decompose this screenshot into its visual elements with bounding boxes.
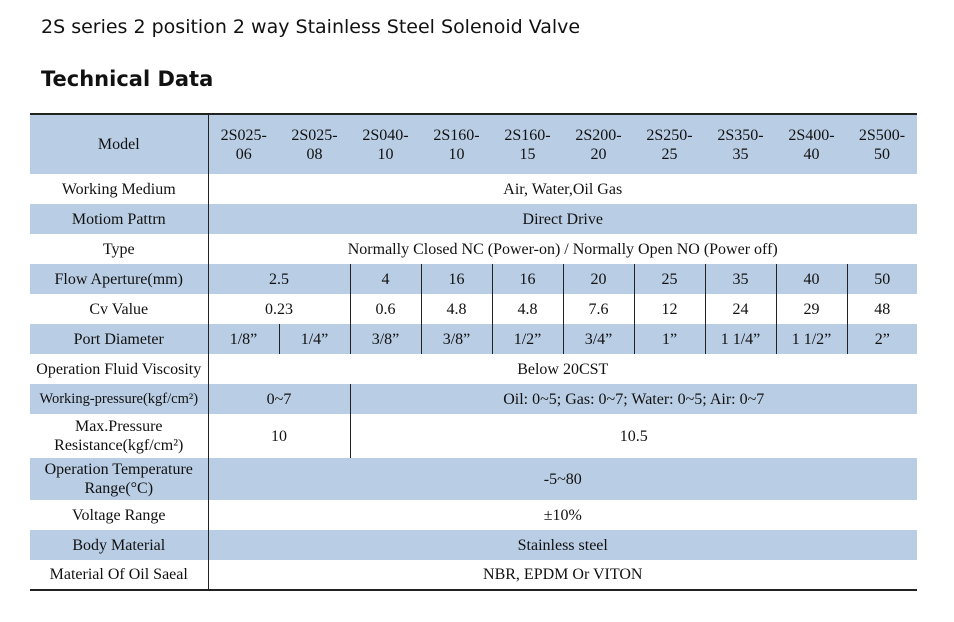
flow-aperture-value: 40: [775, 264, 847, 294]
model-row: Model 2S025- 06 2S025- 08 2S040- 10 2S160- 1…: [30, 114, 917, 174]
working-pressure-value-small: 0~7: [208, 384, 350, 414]
model-cell: 2S250- 25: [634, 114, 705, 174]
model-cell: 2S500- 50: [847, 114, 917, 174]
cv-value: 4.8: [491, 294, 563, 324]
max-pressure-row: Max.Pressure Resistance(kgf/cm²) 10 10.5: [30, 414, 917, 458]
port-diameter-value: 3/8”: [420, 324, 492, 354]
model-cell: 2S160- 15: [492, 114, 563, 174]
flow-aperture-value: 25: [633, 264, 705, 294]
type-value: Normally Closed NC (Power-on) / Normally…: [347, 240, 778, 258]
flow-aperture-value: 35: [704, 264, 776, 294]
port-diameter-value: 1 1/4”: [704, 324, 776, 354]
motion-pattern-row: Motiom Pattrn Direct Drive: [30, 204, 917, 234]
oil-seal-material-row: Material Of Oil Saeal NBR, EPDM Or VITON: [30, 560, 917, 590]
working-pressure-value-rest: Oil: 0~5; Gas: 0~7; Water: 0~5; Air: 0~7: [349, 384, 917, 414]
oil-seal-material-value: NBR, EPDM Or VITON: [483, 566, 643, 583]
port-diameter-value: 3/4”: [562, 324, 634, 354]
cv-value-label: Cv Value: [30, 294, 209, 324]
model-cell: 2S200- 20: [563, 114, 634, 174]
port-diameter-row: Port Diameter 1/8” 1/4” 3/8” 3/8” 1/2” 3…: [30, 324, 917, 354]
max-pressure-value-rest: 10.5: [349, 414, 917, 458]
cv-value: 48: [846, 294, 917, 324]
page-title: 2S series 2 position 2 way Stainless Ste…: [41, 16, 581, 38]
body-material-label: Body Material: [30, 530, 209, 560]
voltage-range-value: ±10%: [543, 506, 582, 524]
port-diameter-value: 2”: [846, 324, 917, 354]
fluid-viscosity-value: Below 20CST: [517, 360, 609, 378]
body-material-value: Stainless steel: [208, 530, 917, 560]
technical-data-table: Model 2S025- 06 2S025- 08 2S040- 10 2S160- 1…: [30, 113, 917, 591]
max-pressure-label: Max.Pressure Resistance(kgf/cm²): [30, 414, 209, 458]
flow-aperture-label: Flow Aperture(mm): [30, 264, 209, 294]
port-diameter-value: 1/4”: [278, 324, 350, 354]
oil-seal-material-label: Material Of Oil Saeal: [30, 560, 209, 590]
body-material-row: Body Material Stainless steel: [30, 530, 917, 560]
cv-value: 24: [704, 294, 776, 324]
flow-aperture-value: 16: [491, 264, 563, 294]
cv-value: 0.23: [265, 300, 293, 318]
cv-value-row: Cv Value 0.23 0.6 4.8 4.8 7.6 12 24 29 4…: [30, 294, 917, 324]
fluid-viscosity-label: Operation Fluid Viscosity: [30, 354, 209, 384]
flow-aperture-row: Flow Aperture(mm) 2.5 4 16 16 20 25 35 4…: [30, 264, 917, 294]
flow-aperture-value: 50: [846, 264, 917, 294]
cv-value: 7.6: [562, 294, 634, 324]
port-diameter-value: 1”: [633, 324, 705, 354]
working-pressure-label: Working-pressure(kgf/cm²): [30, 384, 209, 414]
operation-temperature-label: Operation Temperature Range(°C): [30, 458, 209, 500]
port-diameter-value: 1/2”: [491, 324, 563, 354]
port-diameter-value: 1/8”: [208, 324, 279, 354]
model-label: Model: [30, 114, 209, 174]
flow-aperture-value: 4: [349, 264, 421, 294]
flow-aperture-value: 2.5: [208, 264, 350, 294]
operation-temperature-value: -5~80: [208, 458, 917, 500]
type-label: Type: [30, 234, 209, 264]
working-medium-value: Air, Water,Oil Gas: [503, 180, 623, 198]
voltage-range-label: Voltage Range: [30, 500, 209, 530]
port-diameter-label: Port Diameter: [30, 324, 209, 354]
model-cell: 2S025- 08: [279, 114, 350, 174]
model-cell: 2S040- 10: [350, 114, 421, 174]
flow-aperture-value: 16: [420, 264, 492, 294]
working-medium-label: Working Medium: [30, 174, 209, 204]
max-pressure-value-small: 10: [271, 427, 287, 445]
section-title: Technical Data: [41, 67, 214, 91]
port-diameter-value: 3/8”: [349, 324, 421, 354]
working-medium-row: Working Medium Air, Water,Oil Gas: [30, 174, 917, 204]
model-cell: 2S160- 10: [421, 114, 492, 174]
model-cell: 2S400- 40: [776, 114, 847, 174]
working-pressure-row: Working-pressure(kgf/cm²) 0~7 Oil: 0~5; …: [30, 384, 917, 414]
fluid-viscosity-row: Operation Fluid Viscosity Below 20CST: [30, 354, 917, 384]
motion-pattern-value: Direct Drive: [208, 204, 917, 234]
cv-value: 4.8: [420, 294, 492, 324]
operation-temperature-row: Operation Temperature Range(°C) -5~80: [30, 458, 917, 500]
voltage-range-row: Voltage Range ±10%: [30, 500, 917, 530]
flow-aperture-value: 20: [562, 264, 634, 294]
type-row: Type Normally Closed NC (Power-on) / Nor…: [30, 234, 917, 264]
cv-value: 0.6: [349, 294, 421, 324]
port-diameter-value: 1 1/2”: [775, 324, 847, 354]
model-cell: 2S350- 35: [705, 114, 776, 174]
cv-value: 29: [775, 294, 847, 324]
cv-value: 12: [633, 294, 705, 324]
model-cell: 2S025- 06: [208, 114, 279, 174]
motion-pattern-label: Motiom Pattrn: [30, 204, 209, 234]
